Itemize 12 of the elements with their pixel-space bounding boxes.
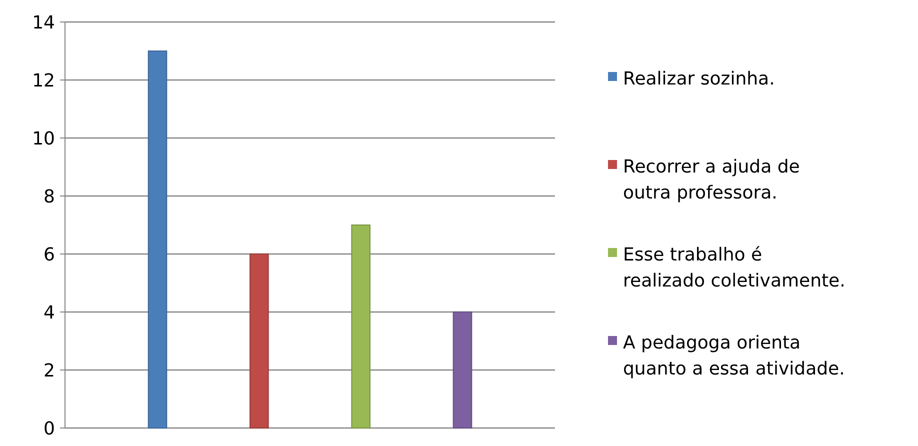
y-tick-label: 10 <box>32 128 55 150</box>
y-tick-label: 4 <box>44 302 55 324</box>
legend-label: Recorrer a ajuda de outra professora. <box>623 156 800 204</box>
legend-label: A pedagoga orienta quanto a essa atividade. <box>623 332 845 380</box>
y-tick-label: 6 <box>44 244 55 266</box>
y-tick-label: 12 <box>32 70 55 92</box>
y-tick-label: 8 <box>44 186 55 208</box>
y-tick-label: 14 <box>32 12 55 34</box>
legend-label: Esse trabalho é realizado coletivamente. <box>623 244 846 292</box>
y-tick-label: 0 <box>44 418 55 440</box>
y-tick-label: 2 <box>44 360 55 382</box>
legend-label: Realizar sozinha. <box>623 68 775 90</box>
